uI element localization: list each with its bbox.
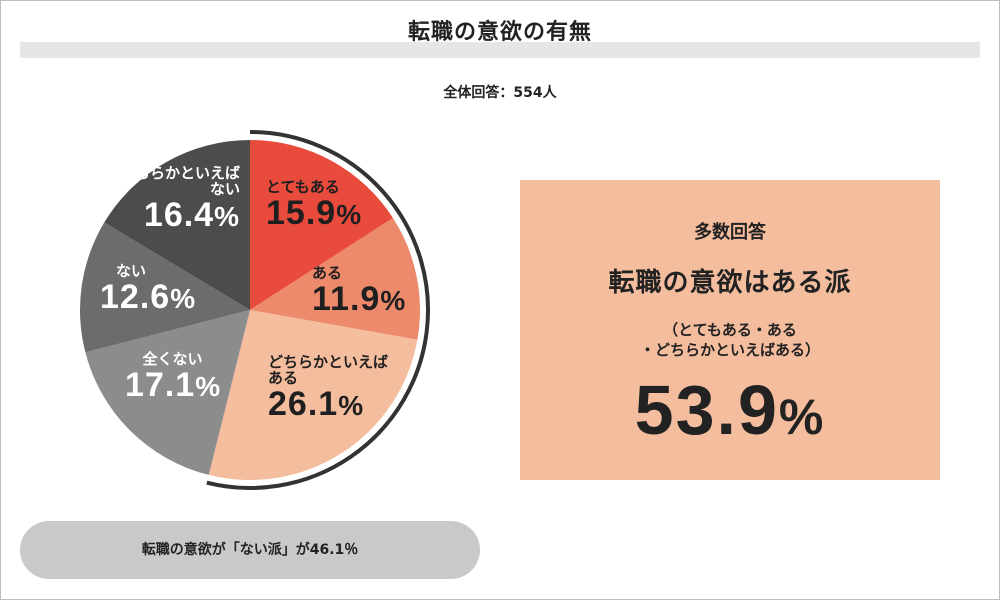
slice-dochiraka-nai — [104, 140, 251, 310]
slice-nai — [80, 222, 250, 353]
callout-heading: 多数回答 — [694, 222, 766, 243]
slice-category-line2: ない — [209, 179, 240, 198]
slice-category-line1: どちらかといえば — [119, 164, 240, 182]
slice-category-line2: ある — [268, 368, 299, 387]
slice-category: ある — [312, 264, 343, 282]
slice-percent: 12.6% — [100, 277, 197, 316]
callout-number: 53.9 — [634, 371, 779, 449]
callout-unit: % — [778, 389, 826, 445]
slice-percent: 17.1% — [125, 365, 222, 404]
slice-percent: 16.4% — [143, 195, 240, 234]
title-bar — [20, 42, 980, 58]
total-respondents: 全体回答：554人 — [443, 85, 557, 101]
slice-percent: 26.1% — [268, 384, 365, 423]
slice-aru — [250, 218, 421, 340]
slice-totemo-aru — [250, 140, 393, 310]
slice-category-line1: どちらかといえば — [268, 353, 389, 371]
slice-label-totemo-aru: とてもある 15.9% — [266, 178, 363, 232]
slice-label-aru: ある 11.9% — [312, 264, 407, 318]
slice-mattaku-nai — [85, 310, 250, 475]
slice-category: ない — [116, 262, 147, 280]
slice-percent: 15.9% — [266, 193, 363, 232]
slice-label-nai: ない 12.6% — [100, 262, 197, 316]
slice-label-dochiraka-aru: どちらかといえば ある 26.1% — [268, 353, 389, 423]
slice-label-mattaku-nai: 全くない 17.1% — [125, 350, 222, 404]
slice-category: とてもある — [266, 178, 340, 196]
slice-percent: 11.9% — [312, 279, 407, 318]
callout-sub-line1: （とてもある・ある — [663, 321, 797, 339]
positive-group-arc — [206, 130, 430, 490]
slice-dochiraka-aru — [208, 310, 418, 480]
callout-main: 転職の意欲はある派 — [608, 268, 852, 298]
slice-label-dochiraka-nai: どちらかといえば ない 16.4% — [100, 164, 240, 234]
callout-sub-line2: ・どちらかといえばある） — [639, 341, 820, 360]
callout-value: 53.9% — [520, 370, 940, 450]
slice-category: 全くない — [142, 350, 203, 368]
majority-callout: 多数回答 転職の意欲はある派 （とてもある・ある ・どちらかといえばある） 53… — [520, 180, 940, 480]
callout-sub: （とてもある・ある ・どちらかといえばある） — [520, 320, 940, 361]
footer-pill: 転職の意欲が「ない派」が46.1％ — [20, 521, 480, 579]
chart-title: 転職の意欲の有無 — [407, 20, 592, 45]
